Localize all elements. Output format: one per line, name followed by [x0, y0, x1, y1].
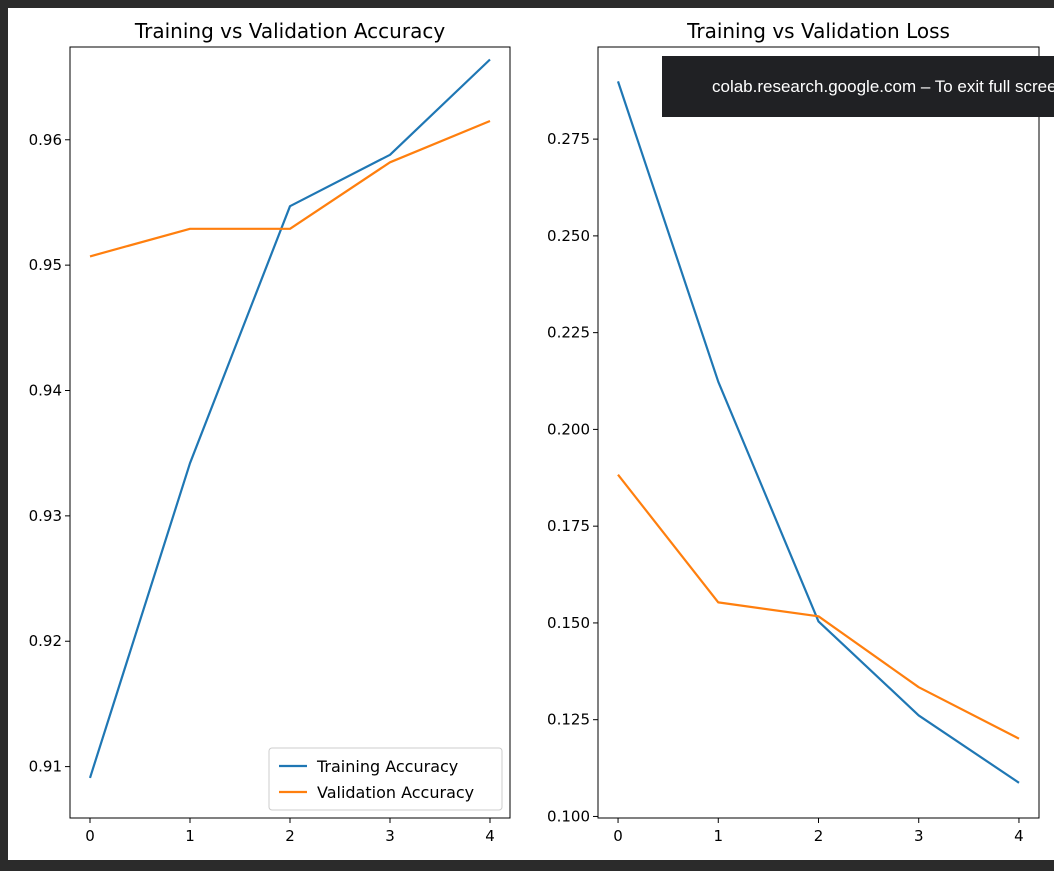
y-tick-label: 0.275: [547, 130, 590, 148]
fullscreen-notification: colab.research.google.com – To exit full…: [662, 56, 1054, 117]
axes-frame: [597, 46, 1040, 819]
series-line-0: [616, 81, 1020, 784]
legend-label: Validation Accuracy: [317, 783, 474, 802]
x-tick-label: 4: [1014, 827, 1024, 845]
fullscreen-notification-text: colab.research.google.com – To exit full…: [712, 77, 1054, 96]
legend-box: [268, 747, 503, 811]
y-tick-label: 0.91: [29, 758, 62, 776]
y-tick-label: 0.250: [547, 227, 590, 245]
x-tick-label: 1: [185, 827, 195, 845]
chart-title: Training vs Validation Accuracy: [134, 19, 445, 43]
legend-label: Training Accuracy: [316, 757, 458, 776]
y-tick-label: 0.96: [29, 131, 62, 149]
chart-title: Training vs Validation Loss: [686, 19, 950, 43]
x-tick-label: 3: [385, 827, 395, 845]
series-line-1: [617, 474, 1020, 740]
series-line-1: [89, 119, 491, 258]
chart-1: Training vs Validation Loss 0 1 2 3 4 0.100 0.1…: [547, 19, 1040, 845]
x-tick-label: 0: [85, 827, 95, 845]
y-tick-label: 0.150: [547, 614, 590, 632]
y-tick-label: 0.100: [547, 807, 590, 825]
y-tick-label: 0.95: [29, 256, 62, 274]
y-tick-label: 0.200: [547, 420, 590, 438]
y-tick-label: 0.92: [29, 632, 62, 650]
y-tick-label: 0.94: [29, 382, 62, 400]
figure-canvas: Training vs Validation Accuracy 0 1 2 3 4 0.91…: [8, 8, 1054, 860]
x-tick-label: 4: [485, 827, 495, 845]
chart-0: Training vs Validation Accuracy 0 1 2 3 4 0.91…: [29, 19, 511, 845]
figure-svg: Training vs Validation Accuracy 0 1 2 3 4 0.91…: [29, 19, 1040, 845]
y-tick-label: 0.225: [547, 324, 590, 342]
y-tick-label: 0.175: [547, 517, 590, 535]
x-tick-label: 2: [814, 827, 824, 845]
x-tick-label: 0: [613, 827, 623, 845]
x-tick-label: 1: [713, 827, 723, 845]
series-line-0: [88, 58, 491, 779]
axes-frame: [69, 46, 511, 819]
legend: Training Accuracy Validation Accuracy: [268, 747, 503, 811]
x-tick-label: 2: [285, 827, 295, 845]
y-tick-label: 0.93: [29, 507, 62, 525]
y-tick-label: 0.125: [547, 711, 590, 729]
x-tick-label: 3: [914, 827, 924, 845]
